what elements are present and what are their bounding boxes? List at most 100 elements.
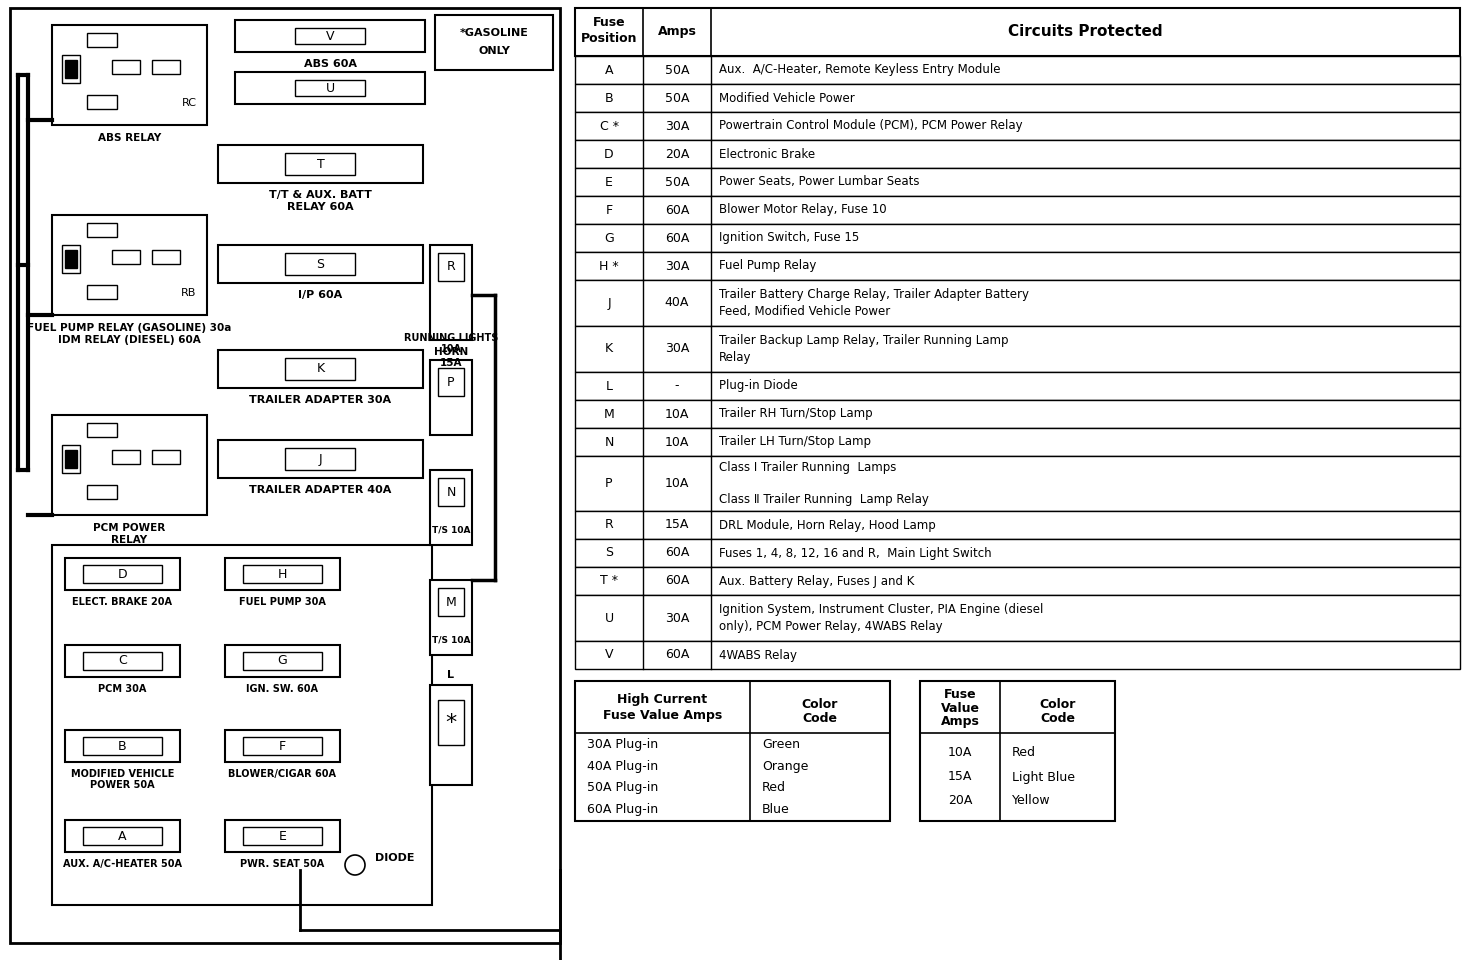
- Bar: [430, 360, 473, 435]
- Text: ABS RELAY: ABS RELAY: [97, 133, 160, 143]
- Text: 60A: 60A: [665, 649, 689, 661]
- Text: Circuits Protected: Circuits Protected: [1008, 25, 1163, 39]
- Text: *: *: [446, 713, 456, 733]
- Bar: [218, 145, 422, 183]
- Text: 10A: 10A: [665, 477, 689, 490]
- Bar: [82, 827, 162, 845]
- Text: 40A: 40A: [665, 297, 689, 309]
- Bar: [576, 400, 1460, 428]
- Bar: [286, 448, 355, 470]
- Text: T/S 10A: T/S 10A: [431, 636, 470, 644]
- Text: T/T & AUX. BATT: T/T & AUX. BATT: [269, 190, 372, 200]
- Bar: [65, 450, 77, 468]
- Bar: [286, 253, 355, 275]
- Text: 4WABS Relay: 4WABS Relay: [718, 649, 796, 661]
- Text: RUNNING LIGHTS: RUNNING LIGHTS: [403, 333, 498, 343]
- Text: DRL Module, Horn Relay, Hood Lamp: DRL Module, Horn Relay, Hood Lamp: [718, 518, 936, 532]
- Text: D: D: [604, 148, 614, 160]
- Bar: [225, 730, 340, 762]
- Bar: [112, 450, 140, 464]
- Bar: [576, 456, 1460, 511]
- Bar: [439, 478, 464, 506]
- Bar: [576, 641, 1460, 669]
- Bar: [294, 80, 365, 96]
- Bar: [82, 565, 162, 583]
- Bar: [82, 652, 162, 670]
- Text: Aux. Battery Relay, Fuses J and K: Aux. Battery Relay, Fuses J and K: [718, 574, 914, 588]
- Text: M: M: [604, 407, 614, 420]
- Text: Trailer Battery Charge Relay, Trailer Adapter Battery
Feed, Modified Vehicle Pow: Trailer Battery Charge Relay, Trailer Ad…: [718, 288, 1029, 318]
- Bar: [236, 20, 425, 52]
- Bar: [112, 60, 140, 74]
- Text: F: F: [605, 204, 612, 217]
- Text: V: V: [605, 649, 614, 661]
- Bar: [10, 8, 559, 943]
- Bar: [436, 15, 553, 70]
- Text: FUEL PUMP 30A: FUEL PUMP 30A: [238, 597, 325, 607]
- Bar: [430, 470, 473, 545]
- Text: PCM POWER: PCM POWER: [93, 523, 166, 533]
- Text: Amps: Amps: [658, 26, 696, 38]
- Bar: [87, 33, 116, 47]
- Text: E: E: [605, 176, 612, 188]
- Bar: [576, 595, 1460, 641]
- Text: R: R: [605, 518, 614, 532]
- Text: RELAY 60A: RELAY 60A: [287, 202, 353, 212]
- Text: Fuse: Fuse: [944, 688, 976, 702]
- Text: BLOWER/CIGAR 60A: BLOWER/CIGAR 60A: [228, 769, 337, 779]
- Bar: [218, 350, 422, 388]
- Bar: [576, 372, 1460, 400]
- Text: PCM 30A: PCM 30A: [99, 684, 147, 694]
- Text: 60A: 60A: [665, 546, 689, 560]
- Text: Color: Color: [802, 698, 838, 710]
- Text: D: D: [118, 567, 127, 581]
- Bar: [112, 250, 140, 264]
- Text: C: C: [118, 655, 127, 667]
- Text: Class Ⅰ Trailer Running  Lamps

Class Ⅱ Trailer Running  Lamp Relay: Class Ⅰ Trailer Running Lamps Class Ⅱ Tr…: [718, 461, 929, 507]
- Bar: [236, 72, 425, 104]
- Text: 20A: 20A: [665, 148, 689, 160]
- Text: K: K: [605, 343, 612, 355]
- Text: U: U: [325, 82, 334, 94]
- Bar: [243, 652, 322, 670]
- Bar: [576, 428, 1460, 456]
- Text: E: E: [278, 829, 287, 843]
- Bar: [576, 196, 1460, 224]
- Bar: [52, 415, 208, 515]
- Text: F: F: [278, 739, 286, 753]
- Text: Trailer LH Turn/Stop Lamp: Trailer LH Turn/Stop Lamp: [718, 436, 871, 448]
- Bar: [62, 445, 79, 473]
- Text: 60A: 60A: [665, 231, 689, 245]
- Text: ABS 60A: ABS 60A: [303, 59, 356, 69]
- Bar: [576, 56, 1460, 84]
- Bar: [439, 700, 464, 745]
- Text: H *: H *: [599, 259, 618, 273]
- Text: IGN. SW. 60A: IGN. SW. 60A: [246, 684, 318, 694]
- Text: 10A
15A
20A: 10A 15A 20A: [948, 747, 972, 807]
- Text: 15A: 15A: [440, 358, 462, 368]
- Text: Code: Code: [1041, 712, 1075, 726]
- Text: MODIFIED VEHICLE: MODIFIED VEHICLE: [71, 769, 174, 779]
- Text: 60A: 60A: [665, 204, 689, 217]
- Text: Color: Color: [1039, 698, 1076, 710]
- Text: K: K: [316, 363, 324, 375]
- Text: Ignition System, Instrument Cluster, PIA Engine (diesel
only), PCM Power Relay, : Ignition System, Instrument Cluster, PIA…: [718, 603, 1044, 633]
- Text: S: S: [605, 546, 612, 560]
- Bar: [65, 60, 77, 78]
- Bar: [576, 8, 1460, 56]
- Text: Fuel Pump Relay: Fuel Pump Relay: [718, 259, 817, 273]
- Bar: [52, 545, 431, 905]
- Text: G: G: [278, 655, 287, 667]
- Text: RC: RC: [181, 98, 196, 108]
- Text: 10A: 10A: [665, 407, 689, 420]
- Text: B: B: [605, 91, 614, 105]
- Bar: [225, 820, 340, 852]
- Text: 10A: 10A: [665, 436, 689, 448]
- Bar: [218, 245, 422, 283]
- Text: *GASOLINE: *GASOLINE: [459, 28, 528, 38]
- Text: TRAILER ADAPTER 30A: TRAILER ADAPTER 30A: [249, 395, 392, 405]
- Text: L: L: [605, 379, 612, 393]
- Text: 15A: 15A: [665, 518, 689, 532]
- Text: ONLY: ONLY: [478, 46, 509, 56]
- Text: Fuse: Fuse: [593, 15, 626, 29]
